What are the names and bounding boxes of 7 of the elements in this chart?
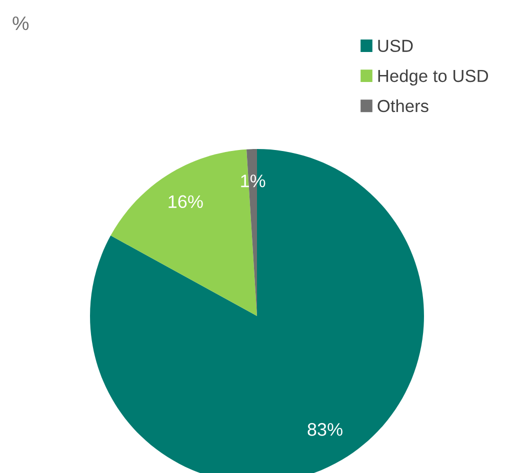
data-label: 83% bbox=[308, 423, 342, 436]
legend-label: USD bbox=[378, 40, 413, 52]
legend-label: Hedge to USD bbox=[378, 69, 488, 86]
data-label: 16% bbox=[168, 195, 203, 208]
legend-label: Others bbox=[378, 99, 428, 112]
chart-title: % bbox=[12, 16, 29, 30]
data-label: 1% bbox=[241, 174, 266, 188]
